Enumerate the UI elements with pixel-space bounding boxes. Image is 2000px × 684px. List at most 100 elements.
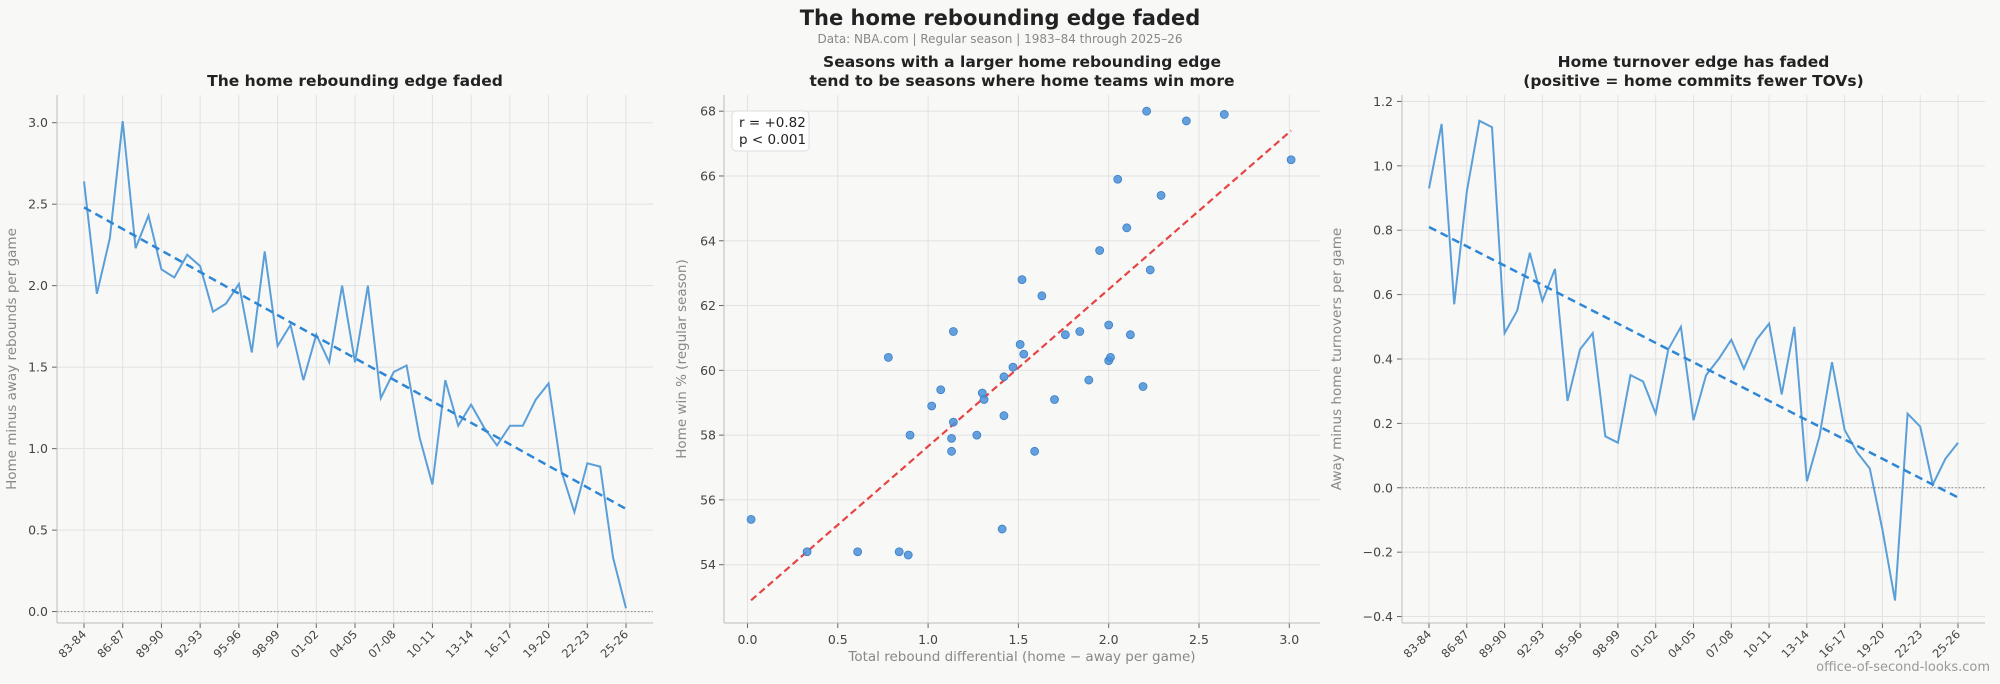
scatter-point <box>1156 191 1166 200</box>
y-tick-label: 0.0 <box>1373 480 1393 495</box>
x-axis-label: Total rebound differential (home − away … <box>847 649 1195 665</box>
y-tick-label: 3.0 <box>28 115 48 130</box>
x-tick-label: 86-87 <box>94 627 128 661</box>
y-tick-label: 1.0 <box>28 441 48 456</box>
y-tick-label: 64 <box>700 233 716 248</box>
x-tick-label: 92-93 <box>172 627 206 661</box>
scatter-point <box>905 430 915 440</box>
scatter-point <box>997 524 1007 534</box>
y-tick-label: 0.0 <box>28 604 48 619</box>
x-tick-label: 83-84 <box>56 627 90 661</box>
scatter-point <box>1286 155 1296 165</box>
x-tick-label: 2.0 <box>1099 632 1119 647</box>
y-axis-label: Away minus home turnovers per game <box>1329 228 1345 490</box>
x-tick-label: 0.5 <box>828 632 848 647</box>
y-tick-label: −0.2 <box>1363 545 1393 560</box>
series-line <box>1428 119 1959 601</box>
scatter-point <box>1104 320 1114 330</box>
scatter-point <box>1142 106 1152 116</box>
x-tick-label: 98-99 <box>1590 627 1624 661</box>
x-tick-label: 16-17 <box>1816 627 1850 661</box>
y-tick-label: 0.5 <box>28 523 48 538</box>
scatter-point <box>1219 110 1229 119</box>
y-tick-label: −0.4 <box>1363 609 1393 624</box>
x-tick-label: 1.5 <box>1008 632 1028 647</box>
scatter-point <box>883 352 893 362</box>
panel-title: Home turnover edge has faded <box>1558 53 1830 71</box>
correlation-annotation-text: p < 0.001 <box>739 132 806 148</box>
y-tick-label: 0.2 <box>1373 416 1393 431</box>
y-tick-label: 58 <box>700 428 716 443</box>
x-tick-label: 2.5 <box>1189 632 1209 647</box>
x-tick-label: 19-20 <box>1854 627 1888 661</box>
panel-title: tend to be seasons where home teams win … <box>810 72 1235 90</box>
x-tick-label: 10-11 <box>1741 627 1775 661</box>
figure-subtitle: Data: NBA.com | Regular season | 1983–84… <box>818 32 1183 46</box>
scatter-point <box>948 327 958 336</box>
series-line <box>83 120 627 609</box>
scatter-point <box>948 417 958 427</box>
scatter-point <box>947 433 956 443</box>
x-tick-label: 89-90 <box>133 627 167 661</box>
x-tick-label: 83-84 <box>1401 627 1435 661</box>
y-tick-label: 68 <box>700 104 716 119</box>
scatter-point <box>1008 362 1018 372</box>
scatter-point <box>1113 174 1123 184</box>
x-tick-label: 10-11 <box>404 627 438 661</box>
scatter-point <box>936 385 946 395</box>
correlation-annotation-text: r = +0.82 <box>739 115 806 131</box>
scatter-point <box>1037 291 1047 301</box>
x-tick-label: 22-23 <box>559 627 593 661</box>
x-tick-label: 25-26 <box>1930 627 1964 661</box>
scatter-point <box>1106 352 1115 362</box>
panel-turnover-trend: Home turnover edge has faded(positive = … <box>1329 53 1985 661</box>
y-tick-label: 0.4 <box>1373 352 1393 367</box>
x-tick-label: 01-02 <box>288 627 322 661</box>
scatter-point <box>802 547 812 557</box>
trend-line <box>1428 225 1959 499</box>
x-tick-label: 25-26 <box>598 627 632 661</box>
scatter-point <box>1017 275 1027 285</box>
y-tick-label: 1.2 <box>1373 94 1393 109</box>
scatter-point <box>1122 223 1132 233</box>
scatter-point <box>1019 349 1029 359</box>
y-tick-label: 2.0 <box>28 278 48 293</box>
y-axis-label: Home minus away rebounds per game <box>4 228 20 490</box>
x-tick-label: 04-05 <box>327 627 361 661</box>
y-tick-label: 56 <box>700 492 716 507</box>
x-tick-label: 04-05 <box>1665 627 1699 661</box>
scatter-point <box>853 547 863 557</box>
x-tick-label: 13-14 <box>1778 627 1812 661</box>
scatter-point <box>1138 382 1148 391</box>
scatter-point <box>999 372 1009 382</box>
y-tick-label: 66 <box>700 168 716 183</box>
scatter-point <box>1015 340 1025 349</box>
scatter-point <box>1075 327 1085 336</box>
credit-text: office-of-second-looks.com <box>1816 660 1990 675</box>
x-tick-label: 98-99 <box>249 627 283 661</box>
x-tick-label: 16-17 <box>481 627 515 661</box>
correlation-annotation-box <box>731 110 810 152</box>
x-tick-label: 95-96 <box>210 627 244 661</box>
x-tick-label: 13-14 <box>443 627 477 661</box>
x-tick-label: 19-20 <box>520 627 554 661</box>
scatter-point <box>947 446 956 456</box>
y-tick-label: 0.8 <box>1373 223 1393 238</box>
x-tick-label: 07-08 <box>1703 627 1737 661</box>
y-tick-label: 2.5 <box>28 197 48 212</box>
regression-fit-line <box>750 129 1292 602</box>
scatter-point <box>903 550 913 560</box>
y-tick-label: 0.6 <box>1373 287 1393 302</box>
y-tick-label: 60 <box>700 363 716 378</box>
y-tick-label: 54 <box>700 557 716 572</box>
panel-title: (positive = home commits fewer TOVs) <box>1523 72 1863 90</box>
figure-title: The home rebounding edge faded <box>800 6 1201 30</box>
x-tick-label: 92-93 <box>1514 627 1548 661</box>
panel-rebound-trend: The home rebounding edge faded 83-84 86-87… <box>4 72 653 661</box>
y-tick-label: 1.5 <box>28 360 48 375</box>
scatter-point <box>972 430 982 440</box>
x-tick-label: 3.0 <box>1279 632 1299 647</box>
panel-title: The home rebounding edge faded <box>207 72 503 90</box>
x-tick-label: 07-08 <box>365 627 399 661</box>
